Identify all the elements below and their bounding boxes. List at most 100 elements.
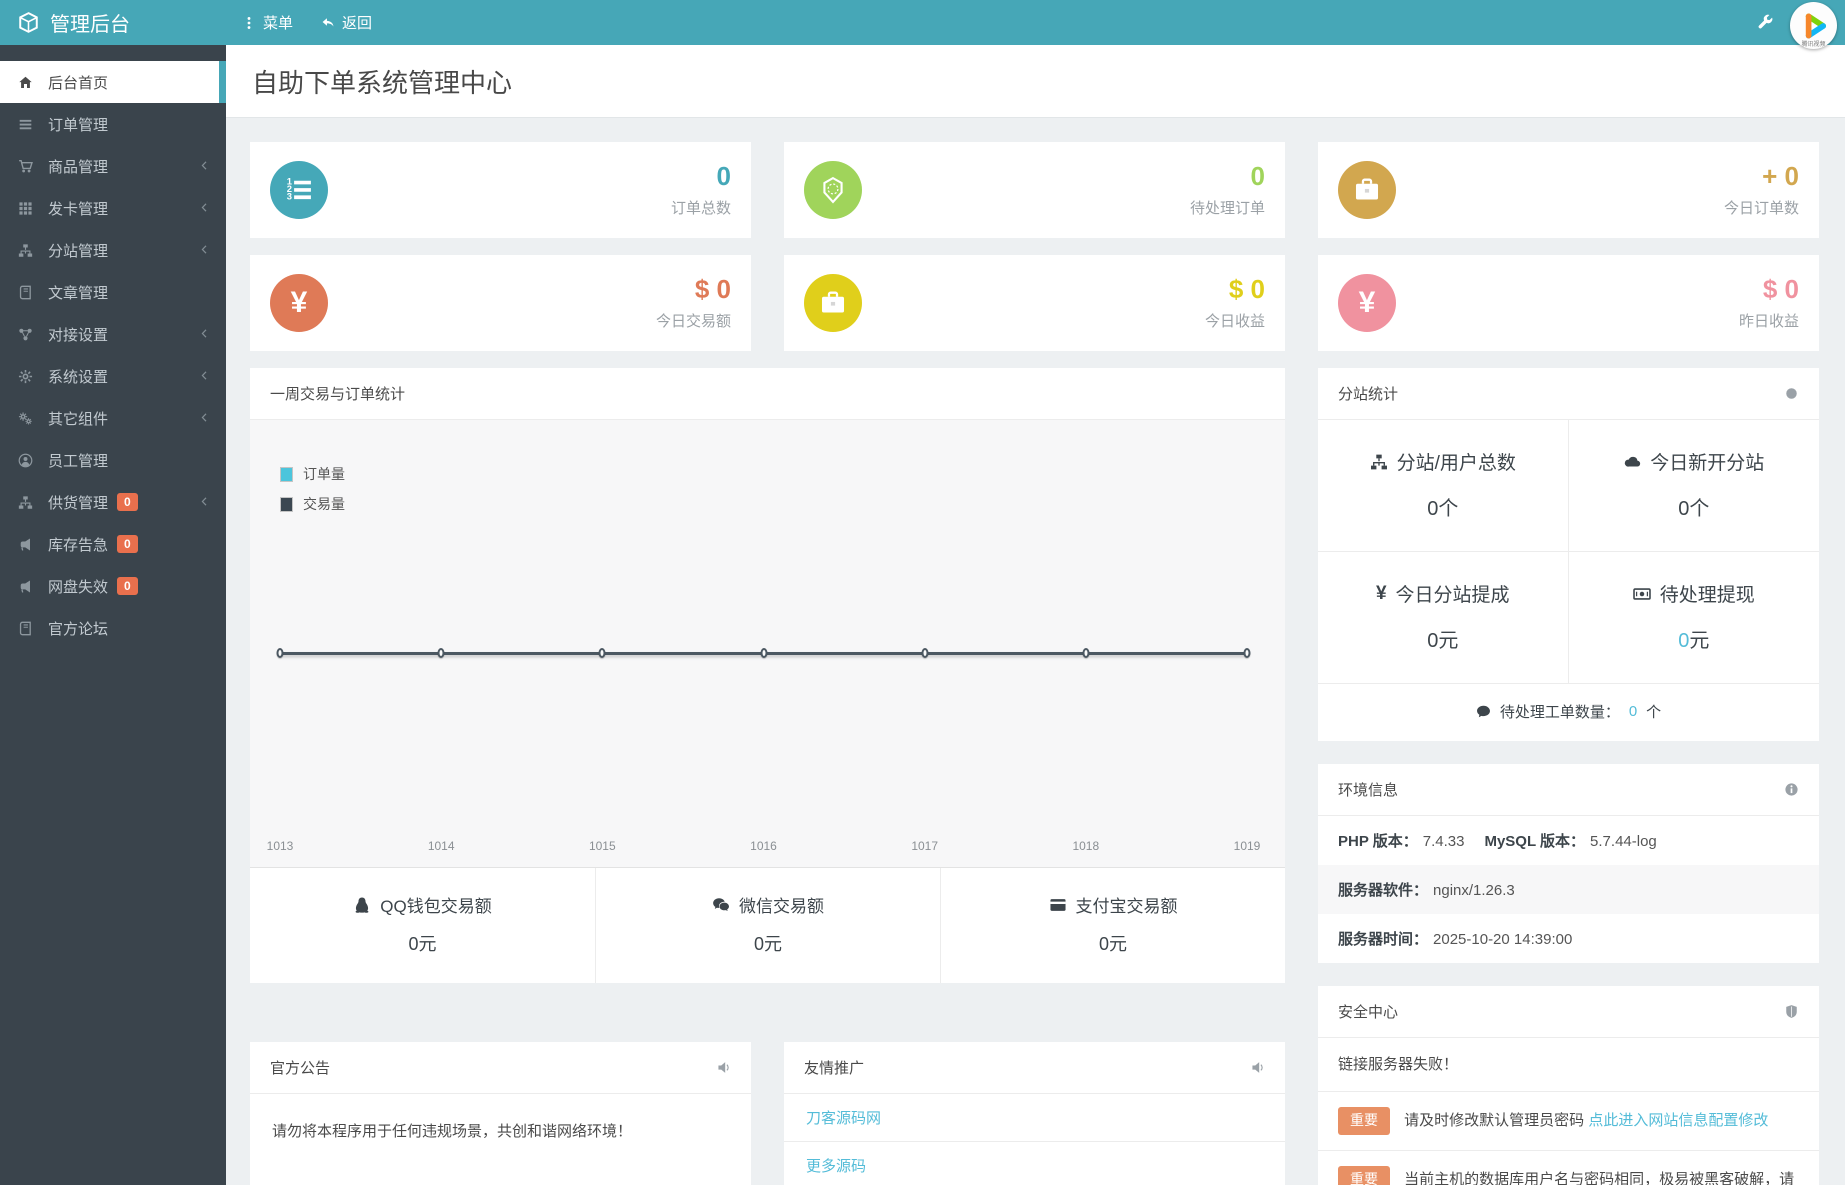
sidebar-item-label: 分站管理 xyxy=(48,242,109,260)
sidebar-item-label: 网盘失效 xyxy=(48,578,109,596)
sidebar-item-orders[interactable]: 订单管理 xyxy=(0,103,226,145)
panel-title: 环境信息 xyxy=(1338,782,1399,799)
x-axis-label: 1019 xyxy=(1233,839,1261,853)
stat-value: $ 0 xyxy=(694,273,731,304)
security-config-link[interactable]: 点此进入网站信息配置修改 xyxy=(1588,1112,1769,1130)
chart-marker xyxy=(598,648,606,659)
chart-panel: 一周交易与订单统计 订单量 交易量 1013 1014 1015 1016 1017 10… xyxy=(250,368,1285,983)
sidebar-item-label: 后台首页 xyxy=(48,74,109,92)
megaphone-icon xyxy=(716,1060,731,1075)
wechat-icon xyxy=(712,896,730,914)
chevron-left-icon xyxy=(199,410,210,427)
security-row: 链接服务器失败！ xyxy=(1318,1038,1819,1093)
wallet-stat-wechat: 微信交易额 0元 xyxy=(595,868,940,983)
bullhorn-icon xyxy=(16,537,35,552)
stat-card-today-earnings: $ 0 今日收益 xyxy=(784,255,1285,351)
sidebar-item-components[interactable]: 其它组件 xyxy=(0,397,226,439)
share-icon xyxy=(16,327,35,342)
book-icon xyxy=(16,285,35,300)
sidebar-item-staff[interactable]: 员工管理 xyxy=(0,439,226,481)
chevron-left-icon xyxy=(199,200,210,217)
legend-swatch xyxy=(280,496,293,512)
important-badge: 重要 xyxy=(1338,1107,1390,1135)
wallet-stat-qq: QQ钱包交易额 0元 xyxy=(250,868,595,983)
shield-icon xyxy=(1784,1004,1799,1019)
panel-title: 分站统计 xyxy=(1338,386,1399,403)
important-badge: 重要 xyxy=(1338,1165,1390,1185)
sidebar-item-articles[interactable]: 文章管理 xyxy=(0,271,226,313)
wrench-icon[interactable] xyxy=(1757,14,1774,31)
comment-icon xyxy=(1476,704,1491,719)
sidebar-item-label: 商品管理 xyxy=(48,158,109,176)
stat-card-today-orders: + 0 今日订单数 xyxy=(1318,142,1819,238)
x-axis-label: 1013 xyxy=(266,839,294,853)
sidebar-item-products[interactable]: 商品管理 xyxy=(0,145,226,187)
bullhorn-icon xyxy=(16,579,35,594)
sitemap-icon xyxy=(1370,453,1388,471)
wallet-value: 0元 xyxy=(753,934,782,954)
stat-card-today-volume: ¥ $ 0 今日交易额 xyxy=(250,255,751,351)
sidebar-item-stock-alert[interactable]: 库存告急 0 xyxy=(0,523,226,565)
yen-icon: ¥ xyxy=(290,286,308,319)
branch-stat-today-commission: ¥ 今日分站提成 0元 xyxy=(1318,552,1569,684)
stat-value: + 0 xyxy=(1762,160,1799,191)
qq-icon xyxy=(353,896,371,914)
sidebar-item-netdisk-invalid[interactable]: 网盘失效 0 xyxy=(0,565,226,607)
sidebar-item-forum[interactable]: 官方论坛 xyxy=(0,607,226,649)
x-axis-label: 1017 xyxy=(911,839,939,853)
promo-link-0[interactable]: 刀客源码网 xyxy=(784,1094,1285,1143)
app-logo[interactable]: 腾讯视频 xyxy=(1790,2,1837,49)
reply-arrow-icon xyxy=(321,16,335,30)
sidebar-item-label: 文章管理 xyxy=(48,284,109,302)
svg-text:1: 1 xyxy=(287,177,292,188)
stat-label: 待处理订单 xyxy=(1189,199,1265,217)
stat-card-icon-circle: ¥ xyxy=(1338,274,1396,332)
promo-link-1[interactable]: 更多源码 xyxy=(806,1158,867,1176)
chart-plot-area: 订单量 交易量 1013 1014 1015 1016 1017 1018 1019 xyxy=(250,420,1285,867)
logo-caption: 腾讯视频 xyxy=(1801,42,1826,48)
menu-dots-icon xyxy=(242,16,256,30)
sidebar-item-label: 库存告急 xyxy=(48,536,109,554)
chart-x-axis: 1013 1014 1015 1016 1017 1018 1019 xyxy=(267,838,1261,853)
cart-icon xyxy=(16,159,35,174)
sidebar-item-integration[interactable]: 对接设置 xyxy=(0,313,226,355)
stat-card-pending-orders: 0 待处理订单 xyxy=(784,142,1285,238)
svg-text:2: 2 xyxy=(287,184,292,195)
cogs-icon xyxy=(16,411,35,426)
app-brand[interactable]: 管理后台 xyxy=(0,8,226,37)
wallet-stat-alipay: 支付宝交易额 0元 xyxy=(940,868,1285,983)
chart-marker xyxy=(921,648,929,659)
chevron-left-icon xyxy=(199,326,210,343)
sidebar-item-supply[interactable]: 供货管理 0 xyxy=(0,481,226,523)
chart-marker xyxy=(1082,648,1090,659)
panel-title: 友情推广 xyxy=(804,1060,865,1078)
sidebar-item-card-issuing[interactable]: 发卡管理 xyxy=(0,187,226,229)
stat-value: 0 xyxy=(716,160,731,191)
back-button[interactable]: 返回 xyxy=(321,12,372,33)
home-icon xyxy=(16,75,35,90)
stat-label: 昨日收益 xyxy=(1738,312,1799,330)
stat-card-icon-circle xyxy=(1338,161,1396,219)
branch-value-number: 0 xyxy=(1678,630,1690,652)
sidebar-item-branches[interactable]: 分站管理 xyxy=(0,229,226,271)
stat-label: 今日收益 xyxy=(1204,312,1265,330)
pending-tickets-row: 待处理工单数量： 0 个 xyxy=(1318,684,1819,741)
gem-icon xyxy=(819,176,847,204)
money-bill-icon xyxy=(1632,585,1651,603)
stat-card-icon-circle: ¥ xyxy=(270,274,328,332)
chart-marker xyxy=(276,648,284,659)
security-row: 重要 当前主机的数据库用户名与密码相同，极易被黑客破解，请及时修改数据库密码 xyxy=(1318,1151,1819,1185)
sidebar-item-system-settings[interactable]: 系统设置 xyxy=(0,355,226,397)
security-row: 重要 请及时修改默认管理员密码 点此进入网站信息配置修改 xyxy=(1318,1092,1819,1151)
sidebar-item-home[interactable]: 后台首页 xyxy=(0,61,226,103)
chevron-left-icon xyxy=(199,158,210,175)
branch-value-number: 0 xyxy=(1678,498,1690,520)
stat-value: 0 xyxy=(1250,160,1265,191)
credit-card-icon xyxy=(1049,896,1067,914)
menu-button[interactable]: 菜单 xyxy=(242,12,293,33)
env-row: 服务器软件： nginx/1.26.3 xyxy=(1318,865,1819,914)
chart-legend: 订单量 交易量 xyxy=(280,464,345,524)
